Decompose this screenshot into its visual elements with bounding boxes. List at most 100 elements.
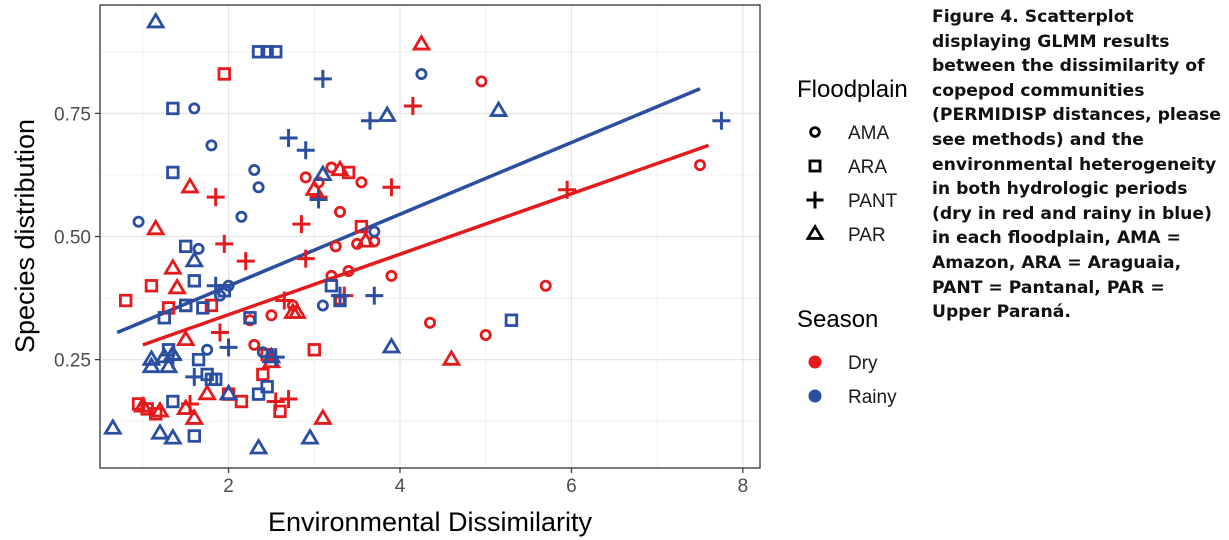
legend-key-ama <box>809 126 821 138</box>
data-point-rainy-ama <box>256 346 269 359</box>
data-point-rainy-par <box>141 356 162 374</box>
data-point-rainy-ama <box>205 139 218 152</box>
x-tick-label: 8 <box>738 476 749 497</box>
data-point-dry-par <box>355 230 376 248</box>
data-point-dry-par <box>287 302 308 319</box>
data-point-rainy-par <box>141 349 162 366</box>
data-point-dry-pant <box>215 234 234 253</box>
data-point-rainy-ara <box>260 380 274 394</box>
data-point-rainy-ara <box>166 165 180 180</box>
legend-key-par <box>805 223 825 240</box>
data-point-rainy-pant <box>309 190 328 209</box>
data-point-dry-ara <box>273 404 287 419</box>
x-tick-label: 2 <box>223 476 234 497</box>
data-point-dry-par <box>132 395 153 413</box>
caption-label: Figure 4 <box>932 7 1013 27</box>
data-point-rainy-par <box>218 383 239 401</box>
data-point-rainy-ama <box>368 225 381 238</box>
data-point-dry-par <box>150 400 170 418</box>
data-point-dry-par <box>162 257 183 275</box>
legend: Floodplain AMA ARA PANT PAR Season Dry Rainy <box>797 76 908 408</box>
data-point-dry-par <box>167 277 188 295</box>
data-point-rainy-ama <box>252 181 265 194</box>
data-point-dry-ama <box>355 176 368 189</box>
data-point-rainy-ara <box>179 239 193 254</box>
data-point-rainy-par <box>102 418 123 435</box>
fit-line-dry <box>142 143 710 347</box>
legend-label-dry: Dry <box>848 353 878 374</box>
legend-label-ama: AMA <box>848 123 890 144</box>
legend-key-dry <box>808 355 822 369</box>
data-point-dry-ama <box>694 159 707 172</box>
data-point-rainy-par <box>381 336 402 354</box>
grid <box>100 5 760 468</box>
data-point-dry-ara <box>307 343 321 357</box>
legend-title-season: Season <box>797 306 878 333</box>
data-point-rainy-ama <box>235 210 248 223</box>
data-point-rainy-pant <box>185 367 204 386</box>
data-point-dry-pant <box>292 215 311 234</box>
data-point-rainy-par <box>145 11 166 29</box>
y-tick-label: 0.25 <box>54 351 91 372</box>
data-point-rainy-ara <box>187 274 201 288</box>
y-axis-ticks: 0.25 0.50 0.75 <box>54 104 100 372</box>
data-point-rainy-ara <box>269 45 283 59</box>
data-point-rainy-pant <box>712 111 731 130</box>
data-point-dry-par <box>441 349 462 366</box>
data-point-dry-pant <box>211 323 229 342</box>
data-point-rainy-par <box>377 105 398 122</box>
data-point-rainy-par <box>488 100 509 117</box>
data-point-dry-pant <box>382 178 401 197</box>
data-point-dry-ara <box>204 298 219 313</box>
data-point-rainy-ara <box>209 372 223 387</box>
data-point-dry-ara <box>144 279 159 293</box>
y-tick-label: 0.50 <box>54 228 91 249</box>
data-point-rainy-pant <box>361 111 379 130</box>
data-point-dry-par <box>312 408 333 425</box>
data-point-rainy-ama <box>132 215 145 228</box>
data-point-rainy-par <box>312 164 333 182</box>
figure-caption: Figure 4. Scatterplot displaying GLMM re… <box>932 5 1227 325</box>
data-point-dry-ara <box>341 165 356 180</box>
data-point-dry-ama <box>329 240 342 253</box>
data-point-rainy-ama <box>248 164 261 177</box>
data-point-dry-ama <box>479 329 492 342</box>
legend-key-pant <box>806 191 824 209</box>
data-point-dry-pant <box>558 180 577 199</box>
data-point-rainy-par <box>162 344 183 361</box>
data-point-dry-par <box>180 176 200 194</box>
data-point-rainy-ama <box>415 67 428 80</box>
data-point-dry-pant <box>266 392 285 411</box>
data-point-dry-par <box>175 329 196 347</box>
data-point-rainy-ara <box>196 301 210 315</box>
data-point-rainy-ama <box>316 299 329 312</box>
legend-label-par: PAR <box>848 225 886 246</box>
data-point-rainy-par <box>248 437 269 455</box>
data-point-dry-ama <box>385 269 398 282</box>
data-point-dry-par <box>175 398 196 415</box>
y-axis-title: Species distribution <box>10 119 40 353</box>
data-point-dry-ara <box>256 367 270 382</box>
data-point-rainy-par <box>150 422 170 440</box>
data-point-rainy-ara <box>179 298 193 313</box>
data-point-dry-pant <box>206 188 225 207</box>
data-point-dry-ara <box>354 219 369 234</box>
data-point-dry-ama <box>265 309 278 322</box>
data-point-rainy-ara <box>251 45 266 59</box>
data-point-rainy-pant <box>331 286 349 305</box>
data-point-rainy-ara <box>251 387 266 401</box>
data-point-rainy-ara <box>260 45 274 59</box>
data-point-rainy-pant <box>206 276 225 295</box>
data-point-rainy-ara <box>166 394 180 409</box>
data-point-rainy-pant <box>296 141 315 160</box>
data-point-dry-ama <box>333 205 346 218</box>
data-point-rainy-ara <box>166 101 180 116</box>
y-tick-label: 0.75 <box>54 104 91 125</box>
data-point-rainy-par <box>158 356 179 374</box>
data-point-rainy-ama <box>192 242 205 255</box>
data-point-dry-ama <box>539 279 552 292</box>
x-axis-ticks: 2 4 6 8 <box>223 468 748 497</box>
legend-key-rainy <box>808 389 822 403</box>
data-point-dry-pant <box>403 96 422 115</box>
scatter-plot: 2 4 6 8 0.25 0.50 0.75 Environmental Dissimil… <box>10 4 908 537</box>
